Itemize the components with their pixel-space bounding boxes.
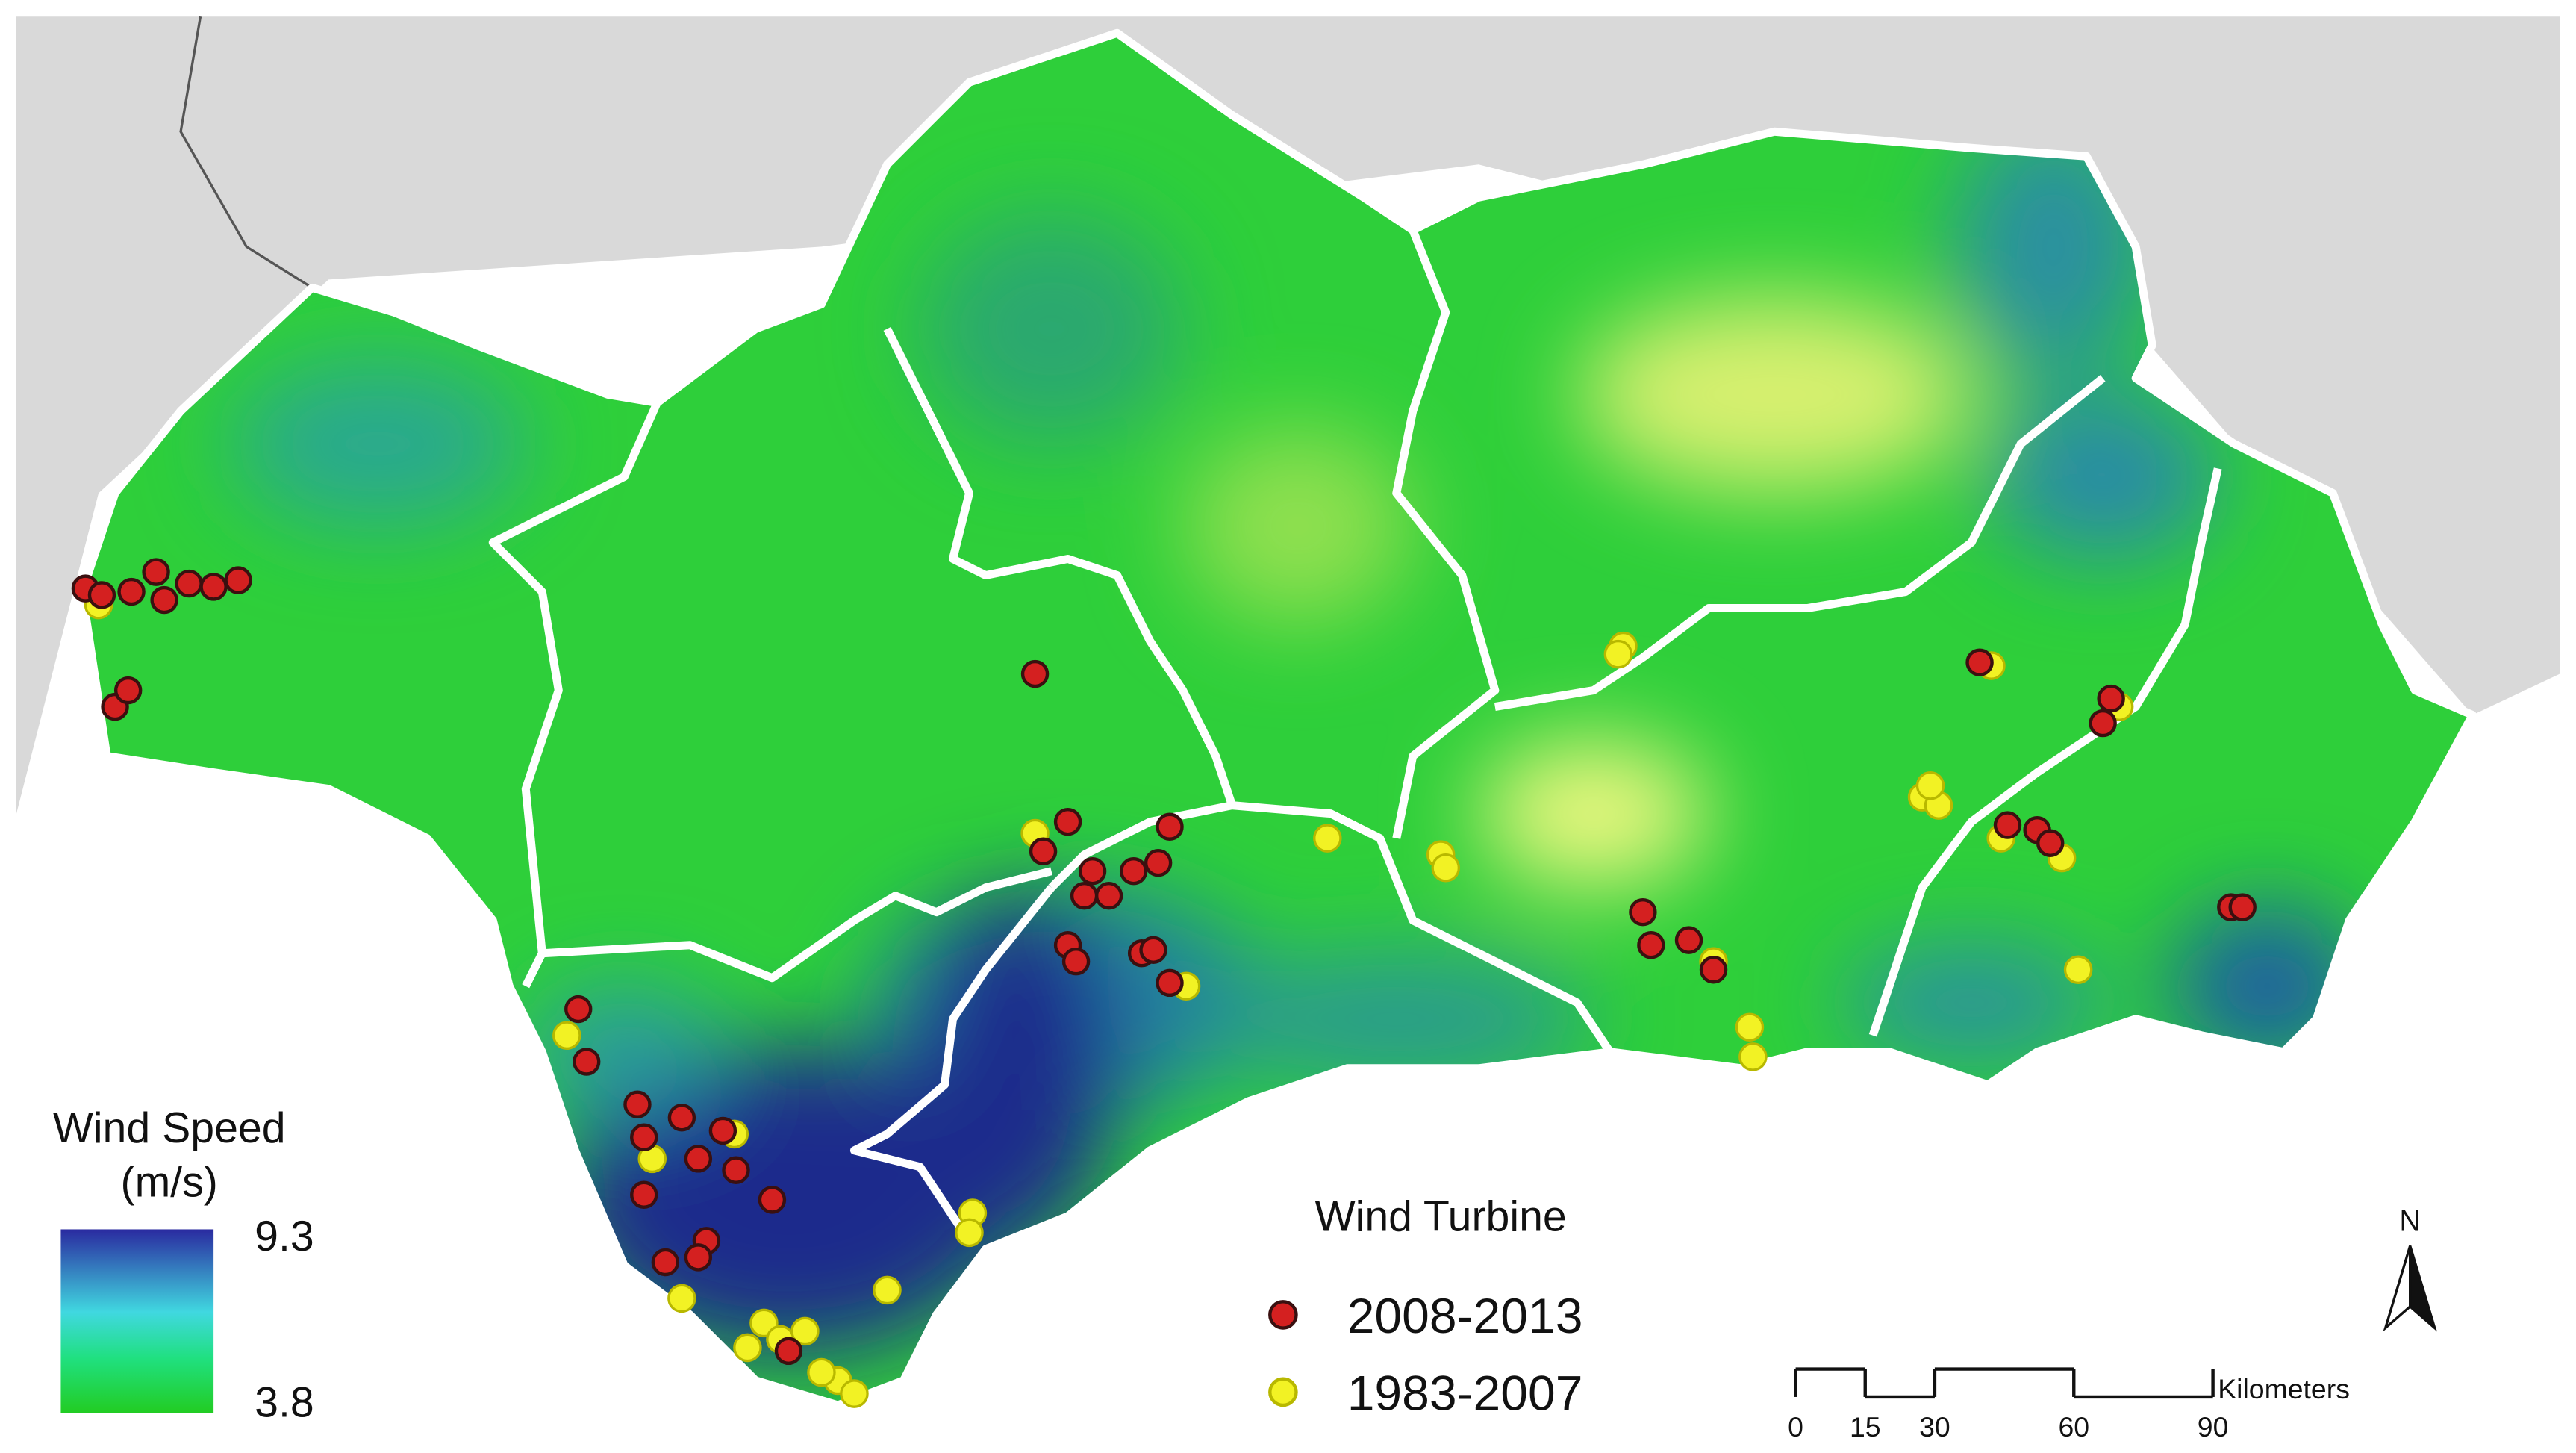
turbines bbox=[71, 558, 2257, 1408]
turbine-new bbox=[2228, 893, 2257, 921]
turbine-new bbox=[1119, 856, 1148, 886]
turbine-new bbox=[1053, 807, 1082, 836]
wind-zone bbox=[920, 214, 1183, 444]
turbine-new bbox=[630, 1123, 658, 1151]
country-border bbox=[179, 16, 314, 289]
scale-label: 0 bbox=[1788, 1411, 1803, 1443]
turbine-new bbox=[117, 577, 146, 606]
legend-title: Wind Speed bbox=[53, 1104, 286, 1152]
scale-label: 60 bbox=[2058, 1411, 2089, 1443]
province-border bbox=[1232, 801, 1614, 1054]
turbine-new bbox=[667, 1104, 696, 1132]
wind-zone bbox=[1840, 945, 2103, 1060]
turbine-old bbox=[807, 1357, 836, 1387]
legend-min: 3.8 bbox=[255, 1378, 314, 1426]
turbine-new bbox=[1070, 881, 1099, 910]
legend-max: 9.3 bbox=[255, 1213, 314, 1260]
turbine-new bbox=[684, 1145, 713, 1173]
wind-zone bbox=[1182, 427, 1413, 625]
turbine-old bbox=[840, 1379, 869, 1408]
turbine-new bbox=[630, 1180, 658, 1209]
turbine-new bbox=[623, 1090, 652, 1118]
turbine-new bbox=[1965, 648, 1994, 676]
turbine-new bbox=[1094, 881, 1123, 910]
scale-label: 15 bbox=[1850, 1411, 1881, 1443]
turbine-legend: 2008-2013 1983-2007 bbox=[1268, 1288, 1583, 1421]
turbine-old bbox=[733, 1333, 762, 1363]
turbine-new bbox=[651, 1248, 680, 1277]
legend-label: 1983-2007 bbox=[1347, 1366, 1583, 1421]
turbine-new bbox=[224, 566, 252, 594]
turbine-legend-title: Wind Turbine bbox=[1315, 1193, 1567, 1241]
legend-marker bbox=[1268, 1377, 1298, 1407]
wind-zone bbox=[1988, 394, 2218, 559]
turbine-new bbox=[87, 581, 116, 609]
province-border bbox=[1494, 375, 2106, 712]
wind-zone bbox=[1577, 296, 1972, 494]
province-border bbox=[849, 885, 1055, 1243]
turbine-new bbox=[1061, 948, 1091, 976]
turbine-new bbox=[1139, 936, 1167, 965]
wind-zone bbox=[1199, 953, 1594, 1085]
turbine-new bbox=[1029, 837, 1058, 865]
scale-label: 30 bbox=[1919, 1411, 1950, 1443]
turbine-new bbox=[684, 1243, 713, 1272]
scale-label: 90 bbox=[2198, 1411, 2229, 1443]
wind-zone bbox=[230, 361, 526, 526]
turbine-new bbox=[1993, 811, 2022, 839]
turbine-new bbox=[2036, 829, 2065, 857]
turbine-new bbox=[1144, 848, 1173, 877]
turbine-new bbox=[1629, 897, 1657, 927]
turbine-old bbox=[790, 1316, 820, 1346]
province-border bbox=[1392, 228, 1500, 839]
north-arrow-right bbox=[2409, 1245, 2437, 1332]
turbine-new bbox=[722, 1156, 750, 1184]
turbine-new bbox=[2097, 684, 2125, 713]
province-border bbox=[1868, 467, 2222, 1037]
turbine-old bbox=[1431, 853, 1461, 883]
turbine-new bbox=[113, 676, 143, 705]
legend-label: 2008-2013 bbox=[1347, 1288, 1583, 1343]
turbine-old bbox=[1313, 824, 1342, 853]
scale-bar: 0 15 30 60 90 Kilometers bbox=[1788, 1367, 2350, 1443]
turbine-new bbox=[150, 585, 178, 615]
turbine-new bbox=[199, 573, 228, 601]
wind-zone bbox=[920, 887, 1117, 1249]
turbine-new bbox=[573, 1048, 601, 1076]
turbine-old bbox=[552, 1021, 581, 1051]
turbine-old bbox=[955, 1218, 984, 1248]
turbine-old bbox=[1603, 639, 1633, 669]
color-ramp bbox=[60, 1229, 214, 1413]
turbine-old bbox=[667, 1284, 696, 1313]
province-border bbox=[541, 867, 1052, 983]
turbine-old bbox=[1735, 1012, 1765, 1042]
wind-zone bbox=[1478, 739, 1709, 888]
turbine-new bbox=[175, 569, 203, 598]
turbine-new bbox=[774, 1337, 803, 1366]
turbine-new bbox=[1156, 812, 1184, 841]
turbine-old bbox=[2063, 955, 2093, 984]
north-arrow: N bbox=[2383, 1205, 2437, 1332]
legend-title: (m/s) bbox=[121, 1158, 218, 1206]
turbine-new bbox=[564, 995, 593, 1024]
turbine-new bbox=[1699, 956, 1728, 984]
turbine-new bbox=[758, 1186, 787, 1214]
turbine-old bbox=[873, 1275, 902, 1305]
north-label: N bbox=[2399, 1205, 2421, 1238]
turbine-new bbox=[142, 558, 170, 586]
turbine-old bbox=[1738, 1042, 1768, 1071]
scale-unit: Kilometers bbox=[2218, 1373, 2350, 1404]
turbine-new bbox=[2089, 709, 2117, 738]
turbine-new bbox=[1156, 968, 1184, 998]
legend-marker bbox=[1268, 1300, 1298, 1330]
turbine-old bbox=[1915, 771, 1945, 800]
turbine-new bbox=[1674, 926, 1703, 954]
province-border bbox=[488, 401, 661, 989]
turbine-new bbox=[1078, 856, 1107, 886]
turbine-new bbox=[708, 1116, 737, 1145]
turbine-new bbox=[1020, 659, 1050, 688]
turbine-new bbox=[1637, 931, 1665, 959]
